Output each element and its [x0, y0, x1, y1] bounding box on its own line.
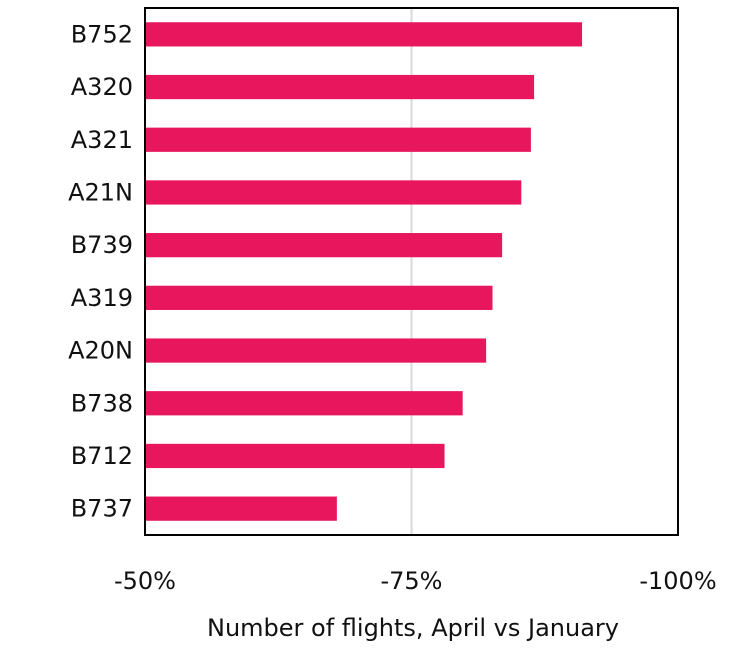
- x-axis-title: Number of flights, April vs January: [207, 614, 619, 642]
- category-label-b738: B738: [71, 389, 133, 417]
- category-label-b752: B752: [71, 20, 133, 48]
- category-label-a21n: A21N: [68, 178, 133, 206]
- plot-frame: [144, 7, 679, 536]
- bar-b737: [145, 496, 337, 521]
- category-label-b737: B737: [71, 495, 133, 523]
- bar-b738: [145, 391, 463, 416]
- category-label-a320: A320: [71, 73, 133, 101]
- bar-a20n: [145, 338, 487, 363]
- tick-label-1: -75%: [380, 567, 442, 595]
- bar-a319: [145, 285, 493, 310]
- tick-labels: -50% -75% -100%: [114, 567, 717, 595]
- bar-b752: [145, 22, 583, 47]
- category-label-b739: B739: [71, 231, 133, 259]
- bar-b712: [145, 443, 445, 469]
- category-label-a321: A321: [71, 126, 133, 154]
- bars: [145, 22, 583, 521]
- category-label-a20n: A20N: [68, 337, 133, 365]
- bar-a21n: [145, 180, 522, 205]
- category-labels: B752 A320 A321 A21N B739 A319 A20N B738 B712 B737: [68, 20, 133, 522]
- bar-a321: [145, 127, 531, 152]
- tick-label-0: -50%: [114, 567, 176, 595]
- category-label-b712: B712: [71, 442, 133, 470]
- bar-b739: [145, 233, 503, 258]
- bar-a320: [145, 74, 535, 100]
- tick-label-2: -100%: [639, 567, 716, 595]
- category-label-a319: A319: [71, 284, 133, 312]
